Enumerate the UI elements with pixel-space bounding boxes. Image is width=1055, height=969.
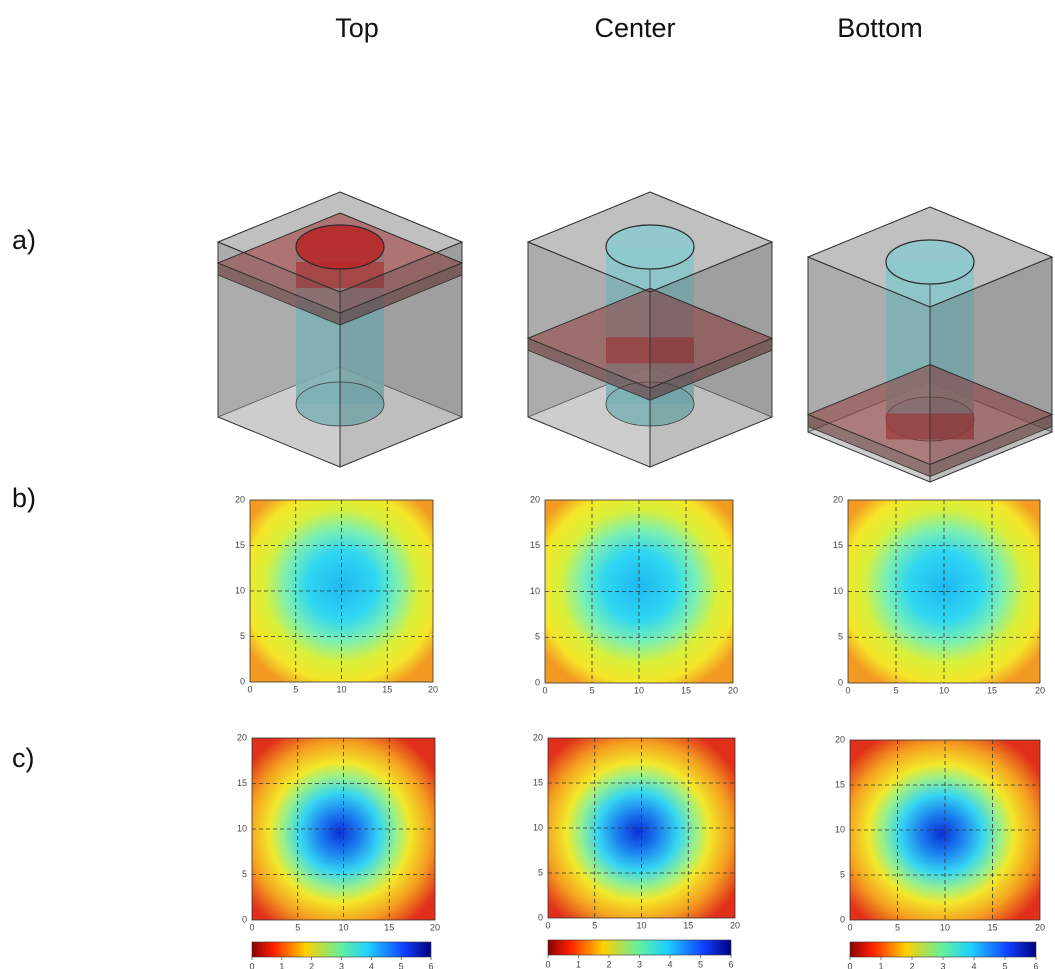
- colorbar: [251, 941, 432, 958]
- colorbar-tick-label: 2: [909, 961, 914, 969]
- cube-top: [806, 206, 1054, 308]
- cube-top: [526, 191, 774, 293]
- y-tick-label: 5: [840, 869, 845, 879]
- x-tick-label: 5: [295, 922, 300, 932]
- y-tick-label: 0: [240, 676, 245, 686]
- y-tick-label: 10: [530, 586, 540, 596]
- x-tick-label: 15: [987, 685, 997, 695]
- colorbar-tick-label: 2: [606, 959, 611, 969]
- x-tick-label: 15: [382, 684, 392, 694]
- x-tick-label: 15: [384, 922, 394, 932]
- colorbar-tick-label: 6: [728, 959, 733, 969]
- y-tick-label: 0: [838, 677, 843, 687]
- x-tick-label: 0: [545, 920, 550, 930]
- colorbar-tick-label: 6: [1033, 961, 1038, 969]
- y-tick-label: 10: [237, 823, 247, 833]
- x-tick-label: 20: [428, 684, 438, 694]
- row-label: a): [12, 225, 36, 255]
- y-tick-label: 20: [533, 732, 543, 742]
- y-tick-label: 5: [838, 632, 843, 642]
- y-tick-label: 15: [833, 540, 843, 550]
- y-tick-label: 0: [538, 912, 543, 922]
- x-tick-label: 10: [338, 922, 348, 932]
- colorbar-tick-label: 3: [339, 961, 344, 969]
- colorbar: [547, 939, 732, 956]
- colorbar-tick-label: 0: [249, 961, 254, 969]
- x-tick-label: 5: [895, 922, 900, 932]
- y-tick-label: 15: [533, 777, 543, 787]
- y-tick-label: 20: [237, 732, 247, 742]
- x-tick-label: 0: [542, 685, 547, 695]
- x-tick-label: 10: [940, 922, 950, 932]
- row-label: b): [12, 483, 36, 513]
- x-tick-label: 10: [939, 685, 949, 695]
- x-tick-label: 0: [845, 685, 850, 695]
- y-tick-label: 10: [835, 824, 845, 834]
- x-tick-label: 15: [683, 920, 693, 930]
- y-tick-label: 15: [237, 778, 247, 788]
- y-tick-label: 15: [835, 779, 845, 789]
- colorbar-tick-label: 5: [698, 959, 703, 969]
- colorbar: [849, 941, 1037, 958]
- colorbar-tick-label: 5: [1002, 961, 1007, 969]
- colorbar-tick-label: 3: [637, 959, 642, 969]
- colorbar-tick-label: 0: [847, 961, 852, 969]
- x-tick-label: 5: [589, 685, 594, 695]
- colorbar-tick-label: 0: [545, 959, 550, 969]
- y-tick-label: 10: [833, 586, 843, 596]
- y-tick-label: 15: [235, 540, 245, 550]
- x-tick-label: 10: [634, 685, 644, 695]
- y-tick-label: 20: [833, 494, 843, 504]
- y-tick-label: 10: [533, 822, 543, 832]
- y-tick-label: 0: [535, 677, 540, 687]
- y-tick-label: 0: [242, 914, 247, 924]
- x-tick-label: 20: [430, 922, 440, 932]
- y-tick-label: 15: [530, 540, 540, 550]
- y-tick-label: 10: [235, 585, 245, 595]
- x-tick-label: 20: [730, 920, 740, 930]
- y-tick-label: 20: [835, 734, 845, 744]
- row-label: c): [12, 743, 35, 773]
- x-tick-label: 0: [847, 922, 852, 932]
- y-tick-label: 5: [242, 869, 247, 879]
- colorbar-tick-label: 4: [971, 961, 976, 969]
- x-tick-label: 0: [247, 684, 252, 694]
- column-header: Top: [335, 13, 379, 43]
- x-tick-label: 20: [1035, 922, 1045, 932]
- y-tick-label: 5: [538, 867, 543, 877]
- x-tick-label: 15: [681, 685, 691, 695]
- colorbar-tick-label: 3: [940, 961, 945, 969]
- x-tick-label: 20: [1035, 685, 1045, 695]
- colorbar-tick-label: 1: [576, 959, 581, 969]
- y-tick-label: 0: [840, 914, 845, 924]
- x-tick-label: 5: [893, 685, 898, 695]
- x-tick-label: 20: [728, 685, 738, 695]
- colorbar-tick-label: 1: [279, 961, 284, 969]
- x-tick-label: 10: [636, 920, 646, 930]
- colorbar-tick-label: 5: [399, 961, 404, 969]
- y-tick-label: 5: [535, 632, 540, 642]
- colorbar-tick-label: 4: [667, 959, 672, 969]
- x-tick-label: 15: [987, 922, 997, 932]
- y-tick-label: 20: [235, 494, 245, 504]
- colorbar-tick-label: 1: [878, 961, 883, 969]
- cube-top: [216, 191, 464, 293]
- colorbar-tick-label: 2: [309, 961, 314, 969]
- x-tick-label: 5: [293, 684, 298, 694]
- x-tick-label: 5: [592, 920, 597, 930]
- column-header: Bottom: [837, 13, 923, 43]
- column-header: Center: [594, 13, 675, 43]
- x-tick-label: 10: [336, 684, 346, 694]
- colorbar-tick-label: 6: [428, 961, 433, 969]
- x-tick-label: 0: [249, 922, 254, 932]
- y-tick-label: 5: [240, 631, 245, 641]
- y-tick-label: 20: [530, 494, 540, 504]
- colorbar-tick-label: 4: [369, 961, 374, 969]
